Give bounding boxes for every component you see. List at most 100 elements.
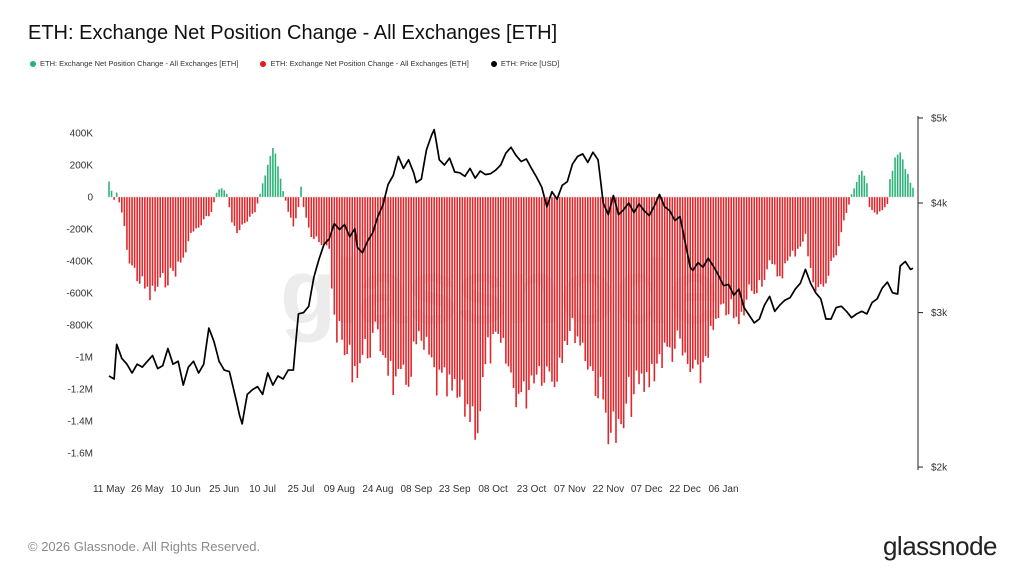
outflow-bar <box>174 197 177 277</box>
outflow-bar <box>758 197 761 281</box>
outflow-bar <box>648 197 651 388</box>
outflow-bar <box>571 197 574 318</box>
outflow-bar <box>356 197 359 378</box>
outflow-bar <box>546 197 548 367</box>
outflow-bar <box>812 197 814 283</box>
outflow-bar <box>474 197 476 440</box>
outflow-bar <box>768 197 771 261</box>
y-left-tick-label: 200K <box>70 161 94 172</box>
outflow-bar <box>620 197 622 425</box>
outflow-bar <box>602 197 604 400</box>
x-tick-label: 26 May <box>131 484 164 495</box>
y-left-tick-label: 400K <box>70 129 94 140</box>
outflow-bar <box>210 197 213 212</box>
chart-title: ETH: Exchange Net Position Change - All … <box>28 22 558 44</box>
outflow-bar <box>715 197 717 319</box>
y-left-tick-label: -1.4M <box>67 417 93 428</box>
outflow-bar <box>369 197 371 358</box>
outflow-bar <box>671 197 674 362</box>
inflow-bar <box>279 178 282 197</box>
y-right-tick-label: $4k <box>931 199 948 210</box>
copyright-footer: © 2026 Glassnode. All Rights Reserved. <box>28 539 261 554</box>
outflow-bar <box>156 197 159 287</box>
outflow-bar <box>251 197 254 214</box>
y-left-tick-label: -600K <box>66 289 93 300</box>
outflow-bar <box>553 197 556 388</box>
outflow-bar <box>807 197 809 257</box>
outflow-bar <box>796 197 799 249</box>
outflow-bar <box>635 197 638 371</box>
outflow-bar <box>192 197 195 232</box>
outflow-bar <box>740 197 743 312</box>
glassnode-logo: glassnode <box>882 531 998 561</box>
legend-item-price[interactable]: ETH: Price [USD] <box>490 59 559 68</box>
inflow-bar <box>861 170 863 197</box>
outflow-bar <box>471 197 474 407</box>
outflow-bar <box>804 197 807 234</box>
outflow-bar <box>835 197 837 256</box>
x-tick-label: 11 May <box>93 484 125 495</box>
outflow-bar <box>886 197 889 204</box>
outflow-bar <box>750 197 753 291</box>
y-left-tick-label: -200K <box>66 225 93 236</box>
outflow-bar <box>205 197 208 217</box>
outflow-bar <box>387 197 389 376</box>
outflow-bar <box>743 197 745 316</box>
outflow-bar <box>195 197 197 229</box>
outflow-bar <box>484 197 487 365</box>
outflow-bar <box>630 197 633 417</box>
y-left-tick-label: -400K <box>66 257 93 268</box>
x-tick-label: 06 Jan <box>708 484 738 495</box>
outflow-bar <box>328 197 330 249</box>
outflow-bar <box>538 197 540 367</box>
inflow-bar <box>264 175 266 197</box>
outflow-bar <box>761 197 763 287</box>
outflow-bar <box>123 197 126 227</box>
outflow-bar <box>661 197 663 368</box>
outflow-bar <box>402 197 405 365</box>
legend-item-positive[interactable]: ETH: Exchange Net Position Change - All … <box>30 59 238 68</box>
inflow-bar <box>853 188 855 197</box>
outflow-bar <box>256 197 259 204</box>
outflow-bar <box>763 197 766 280</box>
legend-marker-price <box>490 60 497 67</box>
outflow-bar <box>126 197 128 250</box>
outflow-bar <box>177 197 179 262</box>
outflow-bar <box>674 197 676 349</box>
outflow-bar <box>668 197 671 348</box>
outflow-bar <box>169 197 172 268</box>
legend-label-negative: ETH: Exchange Net Position Change - All … <box>270 59 469 68</box>
outflow-bar <box>161 197 164 273</box>
outflow-bar <box>136 197 138 282</box>
outflow-bar <box>313 197 315 240</box>
outflow-bar <box>379 197 382 352</box>
outflow-bar <box>384 197 387 358</box>
outflow-bar <box>579 197 581 346</box>
outflow-bar <box>592 197 594 371</box>
outflow-bar <box>607 197 610 445</box>
outflow-bar <box>722 197 725 304</box>
outflow-bar <box>479 197 482 412</box>
outflow-bar <box>689 197 692 372</box>
x-tick-label: 10 Jul <box>249 484 276 495</box>
outflow-bar <box>876 197 878 215</box>
outflow-bar <box>359 197 361 364</box>
outflow-bar <box>366 197 369 359</box>
outflow-bar <box>653 197 656 382</box>
outflow-bar <box>400 197 402 370</box>
outflow-bar <box>141 197 144 277</box>
outflow-bar <box>121 197 123 213</box>
outflow-bar <box>451 197 453 391</box>
x-tick-label: 23 Oct <box>517 484 547 495</box>
legend-item-negative[interactable]: ETH: Exchange Net Position Change - All … <box>260 59 469 68</box>
outflow-bar <box>548 197 551 372</box>
outflow-bar <box>213 197 215 203</box>
outflow-bar <box>238 197 241 231</box>
x-tick-label: 25 Jun <box>209 484 239 495</box>
outflow-bar <box>499 197 502 343</box>
outflow-bar <box>438 197 441 370</box>
outflow-bar <box>466 197 469 405</box>
inflow-bar <box>901 159 904 197</box>
outflow-bar <box>164 197 167 288</box>
outflow-bar <box>407 197 410 387</box>
